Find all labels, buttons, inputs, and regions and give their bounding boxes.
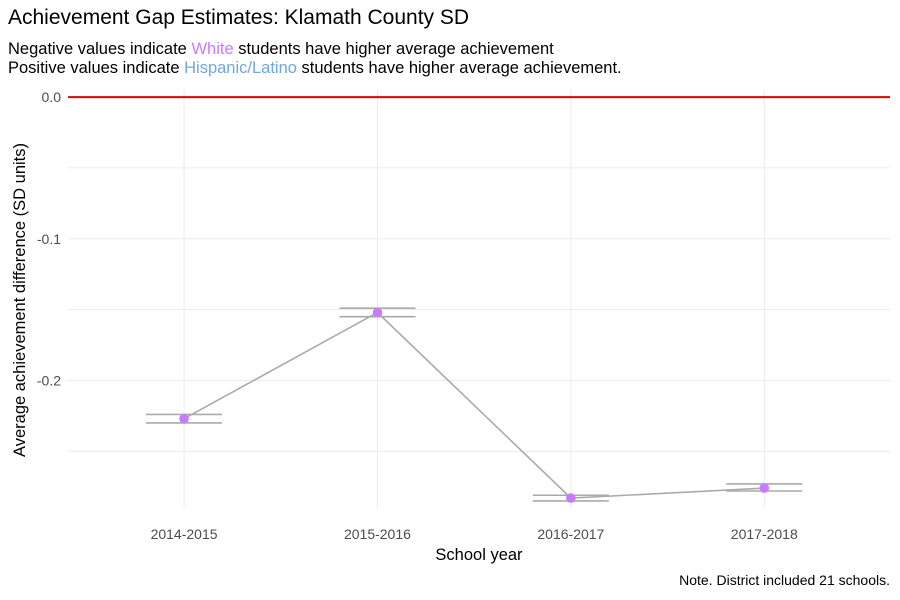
x-tick-label: 2016-2017 xyxy=(537,526,604,542)
y-tick-labels: 0.0 -0.1 -0.2 xyxy=(37,89,61,388)
gridlines xyxy=(68,90,890,508)
x-axis-title: School year xyxy=(435,546,523,564)
x-tick-labels: 2014-2015 2015-2016 2016-2017 2017-2018 xyxy=(151,526,798,542)
x-tick-label: 2017-2018 xyxy=(731,526,798,542)
series-line-layer xyxy=(183,311,765,499)
y-axis-title: Average achievement difference (SD units… xyxy=(11,143,29,457)
chart-subtitle-line-1: Negative values indicate White students … xyxy=(8,40,554,59)
data-point xyxy=(372,307,383,318)
y-tick-label: -0.2 xyxy=(37,372,61,388)
data-point xyxy=(566,493,576,503)
subtitle-white-label: White xyxy=(191,40,234,58)
x-tick-label: 2015-2016 xyxy=(344,526,411,542)
data-point xyxy=(179,413,189,424)
series-line xyxy=(183,311,765,499)
point-layer xyxy=(179,307,770,503)
subtitle-line-1-prefix: Negative values indicate xyxy=(8,40,192,58)
x-tick-label: 2014-2015 xyxy=(151,526,218,542)
subtitle-line-2-prefix: Positive values indicate xyxy=(8,59,185,77)
chart-title: Achievement Gap Estimates: Klamath Count… xyxy=(8,6,470,29)
chart-subtitle-line-2: Positive values indicate Hispanic/Latino… xyxy=(8,59,622,78)
y-tick-label: 0.0 xyxy=(42,89,62,105)
subtitle-hispanic-label: Hispanic/Latino xyxy=(184,59,297,77)
subtitle-line-1-suffix: students have higher average achievement xyxy=(233,40,554,58)
subtitle-line-2-suffix: students have higher average achievement… xyxy=(296,59,622,77)
y-tick-label: -0.1 xyxy=(37,231,61,247)
data-point xyxy=(759,483,770,493)
footnote: Note. District included 21 schools. xyxy=(679,572,890,588)
